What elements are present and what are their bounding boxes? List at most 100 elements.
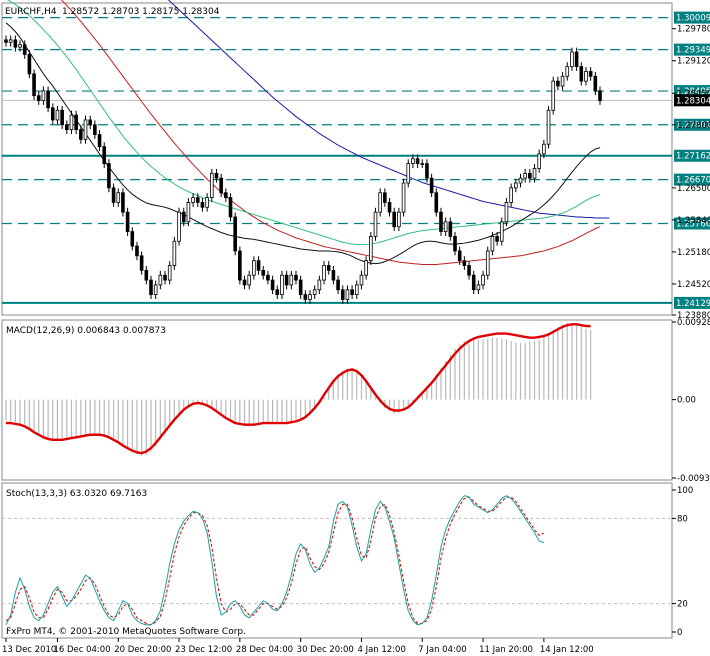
- candle-body: [439, 211, 443, 232]
- candle-body: [490, 235, 495, 252]
- x-tick-label: 4 Jan 12:00: [357, 645, 405, 655]
- x-tick-label: 23 Dec 12:00: [175, 645, 232, 655]
- macd-y-tick-label: 0.009284: [677, 318, 710, 328]
- candle-body: [579, 66, 584, 82]
- candle-body: [205, 197, 209, 208]
- main-panel: [1, 2, 673, 316]
- candle-body: [570, 51, 574, 67]
- y-tick-label: 1.25180: [677, 248, 710, 258]
- candle-body: [429, 177, 434, 194]
- candle-body: [280, 274, 284, 296]
- candle-body: [224, 192, 228, 198]
- candle-body: [261, 269, 266, 276]
- macd-y-tick-label: -0.009377: [677, 474, 710, 484]
- candle-body: [55, 109, 60, 121]
- candle-body: [172, 240, 177, 266]
- macd-label: MACD(12,26,9) 0.006843 0.007873: [6, 326, 166, 336]
- candle-body: [345, 289, 350, 300]
- level-price-tag: [674, 85, 710, 98]
- candle-body: [102, 146, 107, 165]
- candle-body: [238, 250, 242, 281]
- level-price-tag: [674, 43, 710, 56]
- candle-body: [546, 109, 551, 145]
- candle-body: [481, 274, 485, 286]
- y-tick-label: 1.26500: [677, 184, 710, 194]
- level-price-label: 1.30009: [676, 14, 710, 24]
- candle-body: [149, 279, 153, 296]
- candle-body: [532, 168, 537, 179]
- x-tick-label: 30 Dec 20:00: [297, 645, 354, 655]
- current-price-tag: [674, 94, 710, 107]
- candle-body: [584, 71, 588, 82]
- macd-y-tick-label: 0.00: [677, 396, 696, 406]
- stoch-label: Stoch(13,3,3) 63.0320 69.7163: [6, 489, 147, 499]
- candle-body: [247, 274, 252, 286]
- candle-body: [97, 134, 102, 148]
- candle-body: [116, 192, 121, 203]
- candle-body: [551, 80, 556, 111]
- candle-body: [242, 279, 247, 286]
- candle-body: [18, 44, 22, 48]
- candle-body: [560, 75, 565, 87]
- candle-body: [317, 279, 322, 291]
- y-tick-label: 1.28450: [677, 89, 710, 99]
- candle-body: [420, 163, 425, 166]
- candle-body: [252, 260, 256, 276]
- candle-body: [518, 177, 523, 184]
- current-price-label: 1.28304: [676, 96, 710, 106]
- candle-body: [4, 39, 8, 43]
- candle-body: [378, 192, 382, 213]
- level-price-label: 1.25766: [676, 219, 710, 229]
- x-tick-label: 13 Dec 2010: [2, 645, 56, 655]
- candle-body: [275, 289, 280, 296]
- y-tick-label: 1.29120: [677, 57, 710, 67]
- macd-signal-line: [6, 323, 591, 455]
- candle-body: [233, 216, 237, 252]
- candle-body: [425, 163, 429, 179]
- candle-body: [121, 192, 125, 213]
- candle-body: [83, 119, 88, 140]
- y-tick-label: 1.23880: [677, 311, 710, 321]
- x-tick-label: 20 Dec 20:00: [114, 645, 171, 655]
- stoch-d-line: [5, 496, 545, 626]
- candle-body: [331, 269, 336, 281]
- level-price-tag: [674, 173, 710, 186]
- candle-body: [294, 274, 298, 281]
- stoch-y-tick-label: 0: [677, 628, 682, 638]
- candle-body: [387, 202, 392, 213]
- candle-body: [443, 221, 448, 232]
- candle-body: [27, 54, 32, 75]
- candle-body: [350, 289, 354, 296]
- candle-body: [195, 197, 200, 203]
- candle-body: [556, 80, 560, 87]
- candle-body: [485, 250, 490, 276]
- candle-body: [46, 90, 50, 109]
- level-price-tag: [674, 11, 710, 24]
- candle-body: [303, 294, 308, 300]
- candle-body: [593, 75, 598, 92]
- level-price-label: 1.26670: [676, 176, 710, 186]
- candle-body: [32, 73, 36, 97]
- candle-body: [383, 192, 387, 203]
- candle-body: [107, 163, 111, 189]
- stoch-k-line: [5, 495, 545, 626]
- candle-body: [415, 158, 420, 165]
- candle-body: [36, 95, 41, 101]
- candle-body: [373, 211, 378, 237]
- candle-body: [406, 163, 411, 184]
- candle-body: [130, 231, 135, 247]
- level-price-tag: [674, 149, 710, 162]
- candle-body: [153, 284, 158, 296]
- copyright-text: FxPro MT4, © 2001-2010 MetaQuotes Softwa…: [6, 627, 246, 637]
- candle-body: [60, 109, 64, 126]
- moving-average-blue: [167, 0, 610, 219]
- y-tick-label: 1.27800: [677, 121, 710, 131]
- y-tick-label: 1.29780: [677, 25, 710, 35]
- candle-body: [457, 250, 462, 262]
- main-ohlc-values: 1.28572 1.28703 1.28175 1.28304: [62, 7, 220, 17]
- candle-body: [298, 279, 303, 296]
- main-chart-title: EURCHF,H4: [5, 7, 57, 17]
- candle-body: [499, 221, 504, 242]
- candle-body: [509, 187, 513, 203]
